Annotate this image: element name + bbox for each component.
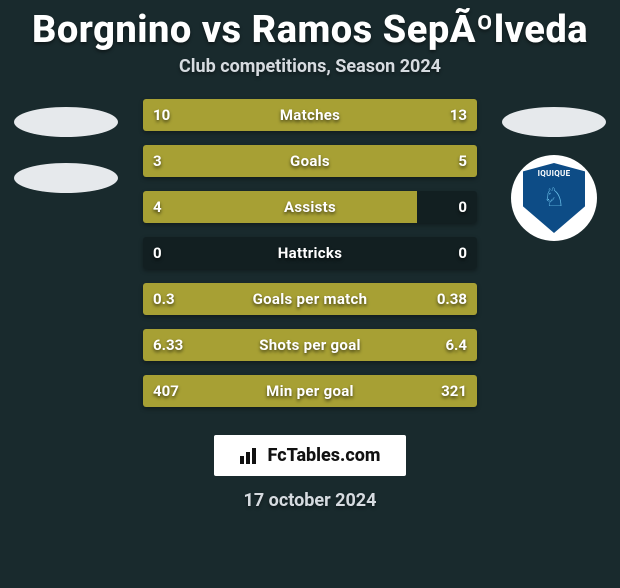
stat-label: Matches [143, 99, 477, 131]
stat-row: 0Hattricks0 [143, 237, 477, 269]
stat-right-value: 321 [441, 375, 467, 407]
stat-right-value: 13 [450, 99, 467, 131]
shield-icon: IQUIQUE ♘ [523, 163, 585, 233]
stat-row: 4Assists0 [143, 191, 477, 223]
stat-right-value: 6.4 [445, 329, 467, 361]
stat-row: 3Goals5 [143, 145, 477, 177]
right-player-badges: IQUIQUE ♘ [494, 99, 614, 241]
crest-label: IQUIQUE [538, 169, 571, 178]
stat-right-value: 0 [458, 191, 467, 223]
stat-label: Assists [143, 191, 477, 223]
footer-date: 17 october 2024 [244, 490, 377, 511]
page-subtitle: Club competitions, Season 2024 [0, 56, 620, 77]
stat-label: Shots per goal [143, 329, 477, 361]
stat-row: 407Min per goal321 [143, 375, 477, 407]
stat-rows: 10Matches133Goals54Assists00Hattricks00.… [143, 99, 477, 407]
left-player-badge-1 [14, 107, 118, 137]
right-player-badge-1 [502, 107, 606, 137]
bars-icon [240, 448, 260, 464]
footer: FcTables.com 17 october 2024 [0, 435, 620, 511]
left-player-badges [6, 99, 126, 211]
stat-label: Hattricks [143, 237, 477, 269]
stat-row: 10Matches13 [143, 99, 477, 131]
comparison-stage: IQUIQUE ♘ 10Matches133Goals54Assists00Ha… [0, 99, 620, 407]
stat-right-value: 0.38 [437, 283, 467, 315]
brand-text: FcTables.com [268, 445, 381, 466]
right-club-crest: IQUIQUE ♘ [511, 155, 597, 241]
stat-label: Goals per match [143, 283, 477, 315]
stat-right-value: 0 [458, 237, 467, 269]
left-player-badge-2 [14, 163, 118, 193]
stat-label: Min per goal [143, 375, 477, 407]
stat-label: Goals [143, 145, 477, 177]
stat-row: 6.33Shots per goal6.4 [143, 329, 477, 361]
dragon-icon: ♘ [542, 183, 565, 213]
stat-row: 0.3Goals per match0.38 [143, 283, 477, 315]
stat-right-value: 5 [458, 145, 467, 177]
brand-badge[interactable]: FcTables.com [214, 435, 407, 476]
page-title: Borgnino vs Ramos SepÃºlveda [0, 8, 620, 52]
